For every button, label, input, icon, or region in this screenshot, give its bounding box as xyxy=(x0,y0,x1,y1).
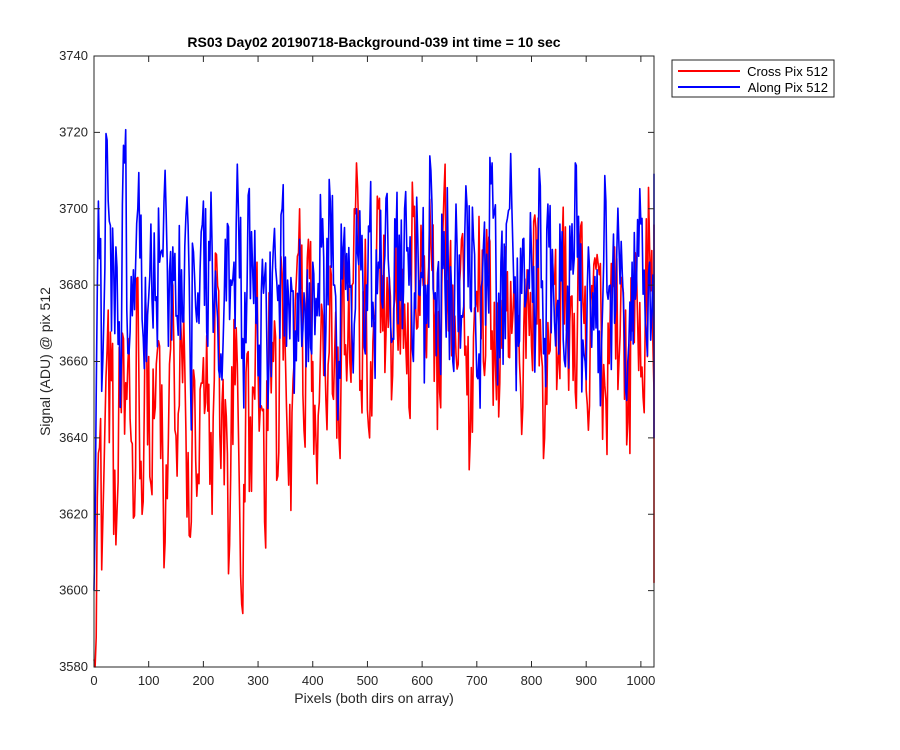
y-tick-label: 3740 xyxy=(59,48,88,63)
x-tick-label: 800 xyxy=(521,673,543,688)
y-tick-label: 3600 xyxy=(59,583,88,598)
legend-label-along: Along Pix 512 xyxy=(748,80,828,95)
x-axis-label: Pixels (both dirs on array) xyxy=(294,690,454,706)
y-tick-label: 3660 xyxy=(59,354,88,369)
y-tick-label: 3580 xyxy=(59,659,88,674)
x-tick-label: 500 xyxy=(357,673,379,688)
x-axis-ticks: 0 100 200 300 400 500 600 700 800 900 1000 xyxy=(90,56,655,688)
y-tick-label: 3720 xyxy=(59,124,88,139)
x-tick-label: 200 xyxy=(193,673,215,688)
legend: Cross Pix 512 Along Pix 512 xyxy=(671,59,835,98)
chart-title: RS03 Day02 20190718-Background-039 int t… xyxy=(187,34,560,50)
y-tick-label: 3640 xyxy=(59,430,88,445)
legend-label-cross: Cross Pix 512 xyxy=(747,64,828,79)
x-tick-label: 600 xyxy=(411,673,433,688)
x-tick-label: 300 xyxy=(247,673,269,688)
y-axis-ticks: 3580 3600 3620 3640 3660 3680 3700 3720 3740 xyxy=(59,48,654,674)
y-tick-label: 3680 xyxy=(59,277,88,292)
x-tick-label: 400 xyxy=(302,673,324,688)
x-tick-label: 700 xyxy=(466,673,488,688)
x-tick-label: 0 xyxy=(90,673,97,688)
y-axis-label: Signal (ADU) @ pix 512 xyxy=(37,287,53,436)
x-tick-label: 1000 xyxy=(626,673,655,688)
x-tick-label: 900 xyxy=(575,673,597,688)
y-tick-label: 3700 xyxy=(59,201,88,216)
plot-area xyxy=(93,56,655,668)
legend-box xyxy=(671,59,835,98)
x-tick-label: 100 xyxy=(138,673,160,688)
y-tick-label: 3620 xyxy=(59,506,88,521)
